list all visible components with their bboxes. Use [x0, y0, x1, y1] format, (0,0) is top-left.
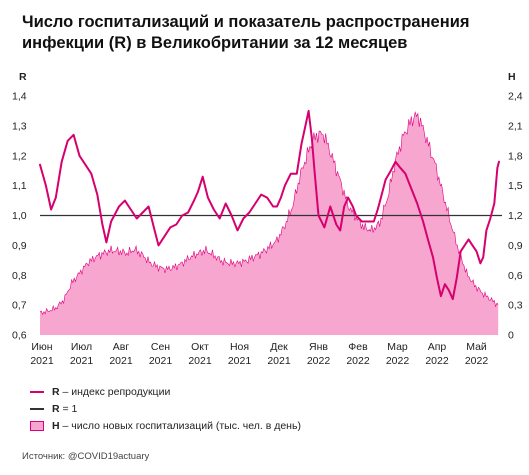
- legend-r-line-icon: [30, 391, 44, 393]
- r-tick-label: 1,0: [12, 210, 27, 222]
- x-tick-month: Мар: [387, 341, 408, 353]
- hospitalization-area: [40, 112, 499, 335]
- h-tick-label: 2,1: [508, 120, 523, 132]
- x-tick-year: 2021: [188, 355, 212, 367]
- source-note: Источник: @COVID19actuary: [22, 451, 150, 462]
- legend-reference-line-icon: [30, 408, 44, 410]
- x-tick-year: 2022: [465, 355, 489, 367]
- legend-r-text: – индекс репродукции: [59, 386, 171, 398]
- x-tick-month: Авг: [113, 341, 130, 353]
- x-tick-month: Июн: [31, 341, 52, 353]
- h-tick-label: 1,5: [508, 180, 523, 192]
- x-tick-year: 2022: [307, 355, 331, 367]
- x-tick-month: Янв: [309, 341, 328, 353]
- hospitalization-layer: [39, 111, 499, 335]
- r-tick-label: 0,7: [12, 300, 27, 312]
- hospitalization-outline: [39, 111, 499, 316]
- x-tick-year: 2022: [425, 355, 449, 367]
- legend-h-text: – число новых госпитализаций (тыс. чел. …: [59, 420, 301, 432]
- r-tick-label: 1,1: [12, 180, 27, 192]
- h-tick-label: 0,6: [508, 270, 523, 282]
- x-tick-month: Окт: [191, 341, 209, 353]
- x-tick-year: 2021: [228, 355, 252, 367]
- x-tick-year: 2021: [267, 355, 291, 367]
- x-tick-year: 2021: [149, 355, 173, 367]
- h-tick-label: 1,8: [508, 150, 523, 162]
- r-tick-label: 1,3: [12, 120, 27, 132]
- r-tick-label: 1,2: [12, 150, 27, 162]
- x-tick-month: Ноя: [230, 341, 249, 353]
- x-tick-month: Дек: [270, 341, 288, 353]
- h-tick-label: 0: [508, 330, 514, 342]
- legend-one-key: R: [52, 403, 60, 415]
- h-tick-label: 1,2: [508, 210, 523, 222]
- x-tick-year: 2021: [70, 355, 94, 367]
- r-index-layer: [39, 109, 500, 301]
- chart-title: Число госпитализаций и показатель распро…: [22, 13, 470, 52]
- legend-h-key: H: [52, 420, 60, 432]
- legend-r-key: R: [52, 386, 60, 398]
- legend-h-area-icon: [30, 421, 44, 431]
- x-tick-year: 2021: [109, 355, 133, 367]
- r-axis-label: R: [19, 71, 27, 83]
- r-tick-label: 1,4: [12, 91, 27, 103]
- h-tick-label: 2,4: [508, 91, 523, 103]
- x-tick-month: Июл: [71, 341, 92, 353]
- axis-layer: 0,6 0,7 0,8 0,9 1,0 1,1 1,2 1,3 1,4 0 0,3 0,6 0,9 1,2…: [12, 71, 523, 367]
- x-tick-month: Апр: [428, 341, 447, 353]
- h-tick-label: 0,3: [508, 300, 523, 312]
- h-axis-label: H: [508, 71, 516, 83]
- r-tick-label: 0,6: [12, 330, 27, 342]
- x-tick-month: Май: [466, 341, 487, 353]
- x-tick-year: 2021: [30, 355, 54, 367]
- r-tick-label: 0,8: [12, 270, 27, 282]
- r-index-line: [39, 109, 500, 301]
- h-tick-label: 0,9: [508, 240, 523, 252]
- chart: 0,6 0,7 0,8 0,9 1,0 1,1 1,2 1,3 1,4 0 0,3 0,6 0,9 1,2…: [12, 71, 523, 367]
- x-tick-month: Сен: [151, 341, 170, 353]
- x-tick-month: Фев: [348, 341, 368, 353]
- r-tick-label: 0,9: [12, 240, 27, 252]
- x-tick-year: 2022: [386, 355, 410, 367]
- legend-one-text: = 1: [59, 403, 78, 415]
- x-tick-year: 2022: [346, 355, 370, 367]
